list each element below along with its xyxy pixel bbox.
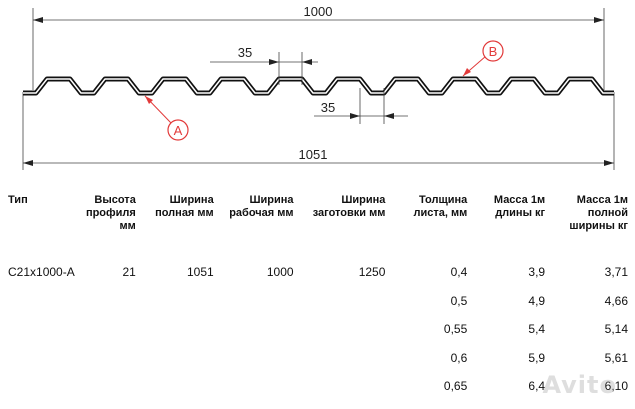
- cell-work-width: [219, 323, 299, 352]
- cell-mass-length: 3,9: [528, 265, 546, 279]
- header-blank-width: Ширина заготовки мм: [312, 194, 386, 219]
- spec-table: Тип Высота профиля мм Ширина полная мм Ш…: [8, 194, 633, 409]
- table-header-row: Тип Высота профиля мм Ширина полная мм Ш…: [8, 194, 633, 266]
- cell-type: [8, 295, 86, 324]
- cell-type: С21х1000-А: [8, 265, 75, 279]
- cell-mass-length: 5,9: [528, 350, 546, 365]
- profile-drawing: 1000 1051 35 35 A B: [22, 4, 615, 170]
- cell-mass-length: 4,9: [528, 293, 546, 308]
- header-full-width: Ширина полная мм: [155, 194, 214, 219]
- cell-blank-width: 1250: [358, 265, 386, 279]
- cell-mass-width: 4,66: [604, 293, 628, 308]
- cell-mass-length: 5,4: [528, 322, 546, 336]
- cell-blank-width: [299, 380, 391, 409]
- callout-b-circle: [482, 40, 504, 62]
- cell-height: [86, 352, 141, 381]
- cell-height: [86, 295, 141, 324]
- table-row: 0,55 5,4 5,14: [8, 323, 633, 352]
- table-row: 0,5 4,9 4,66: [8, 293, 633, 324]
- cell-full-width: [141, 323, 219, 352]
- cell-height: [86, 323, 141, 352]
- dimension-1000-label: 1000: [304, 4, 333, 19]
- callout-a-label: A: [174, 123, 183, 138]
- cell-mass-width: 6,10: [604, 379, 628, 393]
- cell-full-width: [141, 295, 219, 324]
- cell-type: [8, 352, 86, 381]
- header-type: Тип: [8, 194, 28, 206]
- cell-mass-width: 3,71: [604, 265, 628, 279]
- cell-full-width: [141, 352, 219, 381]
- cell-blank-width: [299, 323, 391, 352]
- cell-blank-width: [299, 352, 391, 381]
- cell-type: [8, 323, 86, 352]
- cell-mass-width: 5,61: [604, 350, 628, 365]
- cell-blank-width: [299, 295, 391, 324]
- table-row: 0,6 5,9 5,61: [8, 350, 633, 381]
- avito-watermark: Avito: [542, 371, 617, 399]
- cell-thickness: 0,55: [443, 322, 468, 336]
- cell-work-width: 1000: [266, 265, 294, 279]
- cell-thickness: 0,6: [450, 350, 468, 365]
- trapezoid-profile: [23, 76, 614, 96]
- callout-a-circle: [167, 119, 189, 141]
- cell-mass-width: 5,14: [604, 322, 628, 336]
- table-row: С21х1000-А 21 1051 1000 1250 0,4 3,9 3,7…: [8, 266, 633, 295]
- header-height: Высота профиля мм: [85, 194, 136, 232]
- cell-height: 21: [122, 265, 136, 279]
- cell-work-width: [219, 352, 299, 381]
- cell-thickness: 0,65: [443, 379, 468, 393]
- cell-work-width: [219, 295, 299, 324]
- cell-height: [86, 380, 141, 409]
- header-mass-width: Масса 1м полной ширины кг: [569, 194, 628, 232]
- table-row: 0,65 6,4 6,10: [8, 380, 633, 409]
- cell-type: [8, 380, 86, 409]
- cell-work-width: [219, 380, 299, 409]
- cell-thickness: 0,5: [450, 293, 468, 308]
- header-mass-length: Масса 1м длины кг: [493, 194, 546, 219]
- cell-full-width: 1051: [186, 265, 214, 279]
- callout-b-label: B: [489, 44, 498, 59]
- valley-35-label: 35: [321, 100, 335, 115]
- header-work-width: Ширина рабочая мм: [229, 194, 294, 219]
- cell-thickness: 0,4: [450, 265, 468, 279]
- dimension-1051-label: 1051: [299, 147, 328, 162]
- cell-mass-length: 6,4: [528, 379, 546, 393]
- header-thickness: Толщина листа, мм: [413, 194, 468, 219]
- cell-full-width: [141, 380, 219, 409]
- crest-35-label: 35: [238, 45, 252, 60]
